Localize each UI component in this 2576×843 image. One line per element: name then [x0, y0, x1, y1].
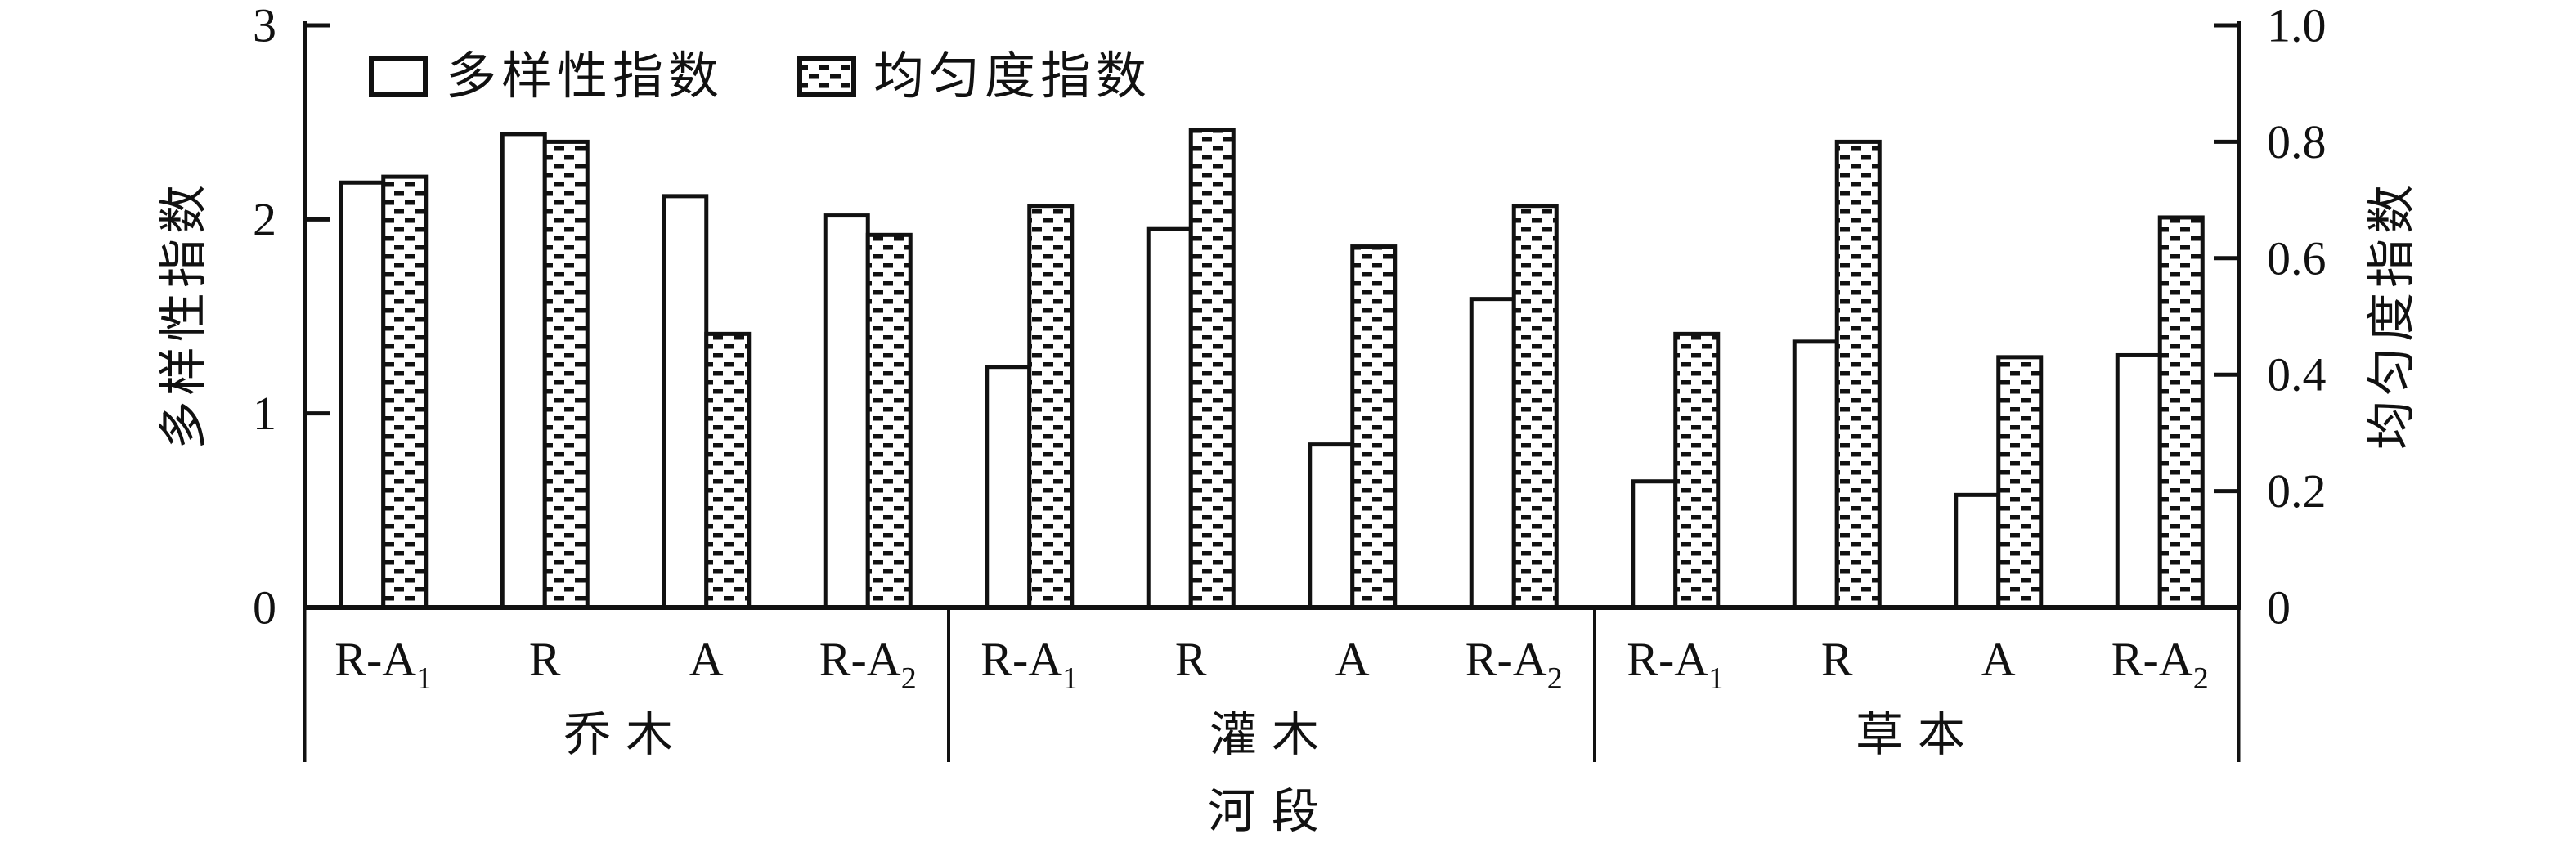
bar-evenness-g3-c2 — [1834, 139, 1882, 610]
bar-evenness-g1-c3 — [704, 331, 752, 610]
bar-diversity-g1-c4 — [823, 213, 870, 610]
category-label: R-A1 — [981, 633, 1078, 696]
bar-diversity-g3-c4 — [2115, 352, 2162, 610]
category-label: R — [1821, 633, 1853, 686]
x-axis-title: 河段 — [1208, 785, 1335, 838]
bar-diversity-g2-c3 — [1308, 442, 1355, 610]
category-label: R — [1175, 633, 1207, 686]
group-labels: 乔木 灌木 草本 — [563, 708, 1980, 761]
axes — [303, 21, 2241, 762]
category-label: R-A2 — [2112, 633, 2209, 696]
bar-evenness-g1-c1 — [381, 174, 429, 610]
category-label: A — [1981, 633, 2016, 686]
left-axis-tick-label: 0 — [253, 581, 276, 634]
bar-evenness-g3-c3 — [1996, 355, 2044, 610]
bar-diversity-g1-c1 — [339, 180, 386, 610]
bar-evenness-g2-c2 — [1188, 128, 1236, 610]
right-axis-title: 均匀度指数 — [2365, 180, 2419, 450]
bar-diversity-g3-c1 — [1631, 479, 1678, 610]
group-label-herbs: 草本 — [1856, 708, 1980, 761]
bar-diversity-g1-c3 — [662, 194, 709, 610]
right-axis-tick-label: 1.0 — [2267, 0, 2327, 52]
legend: 多样性指数 均匀度指数 — [369, 49, 1151, 105]
bar-evenness-g2-c4 — [1511, 204, 1559, 610]
left-axis-title: 多样性指数 — [157, 180, 211, 450]
left-axis-tick-label: 2 — [253, 193, 276, 246]
left-axis-tick-label: 1 — [253, 387, 276, 440]
legend-swatch-diversity — [369, 56, 428, 97]
category-label: R — [529, 633, 561, 686]
right-axis-tick-label: 0.8 — [2267, 115, 2327, 168]
bar-evenness-g1-c4 — [865, 232, 913, 610]
category-label: R-A2 — [819, 633, 917, 696]
bar-evenness-g2-c3 — [1350, 244, 1398, 610]
category-label: A — [689, 633, 724, 686]
left-axis-tick-label: 3 — [253, 0, 276, 52]
right-axis-tick-label: 0.6 — [2267, 231, 2327, 285]
legend-label-diversity: 多样性指数 — [446, 49, 724, 105]
category-label: A — [1335, 633, 1370, 686]
category-label: R-A1 — [1627, 633, 1724, 696]
bar-diversity-g3-c2 — [1792, 339, 1839, 610]
bar-diversity-g1-c2 — [500, 132, 547, 610]
category-label: R-A2 — [1465, 633, 1563, 696]
bar-diversity-g2-c4 — [1469, 297, 1516, 610]
group-label-shrubs: 灌木 — [1209, 708, 1334, 761]
bar-diversity-g2-c1 — [985, 365, 1032, 610]
legend-swatch-evenness — [797, 56, 856, 97]
bar-evenness-g2-c1 — [1027, 204, 1075, 610]
bar-evenness-g1-c2 — [542, 139, 590, 610]
legend-label-evenness: 均匀度指数 — [873, 49, 1151, 105]
category-label: R-A1 — [334, 633, 432, 696]
bar-evenness-g3-c1 — [1673, 331, 1721, 610]
right-axis-tick-label: 0.2 — [2267, 464, 2327, 518]
right-axis-tick-label: 0.4 — [2267, 348, 2327, 401]
bar-diversity-g2-c2 — [1146, 226, 1193, 610]
axis-titles: 多样性指数 均匀度指数 河段 — [157, 180, 2419, 838]
group-label-trees: 乔木 — [563, 708, 688, 761]
bar-evenness-g3-c4 — [2157, 215, 2205, 610]
right-axis-tick-label: 0 — [2267, 581, 2291, 634]
bar-diversity-g3-c3 — [1954, 492, 2001, 610]
